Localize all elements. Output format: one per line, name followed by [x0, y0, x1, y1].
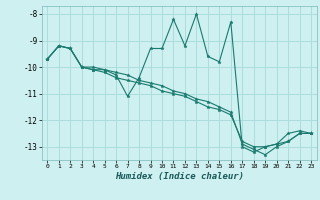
X-axis label: Humidex (Indice chaleur): Humidex (Indice chaleur) — [115, 172, 244, 181]
